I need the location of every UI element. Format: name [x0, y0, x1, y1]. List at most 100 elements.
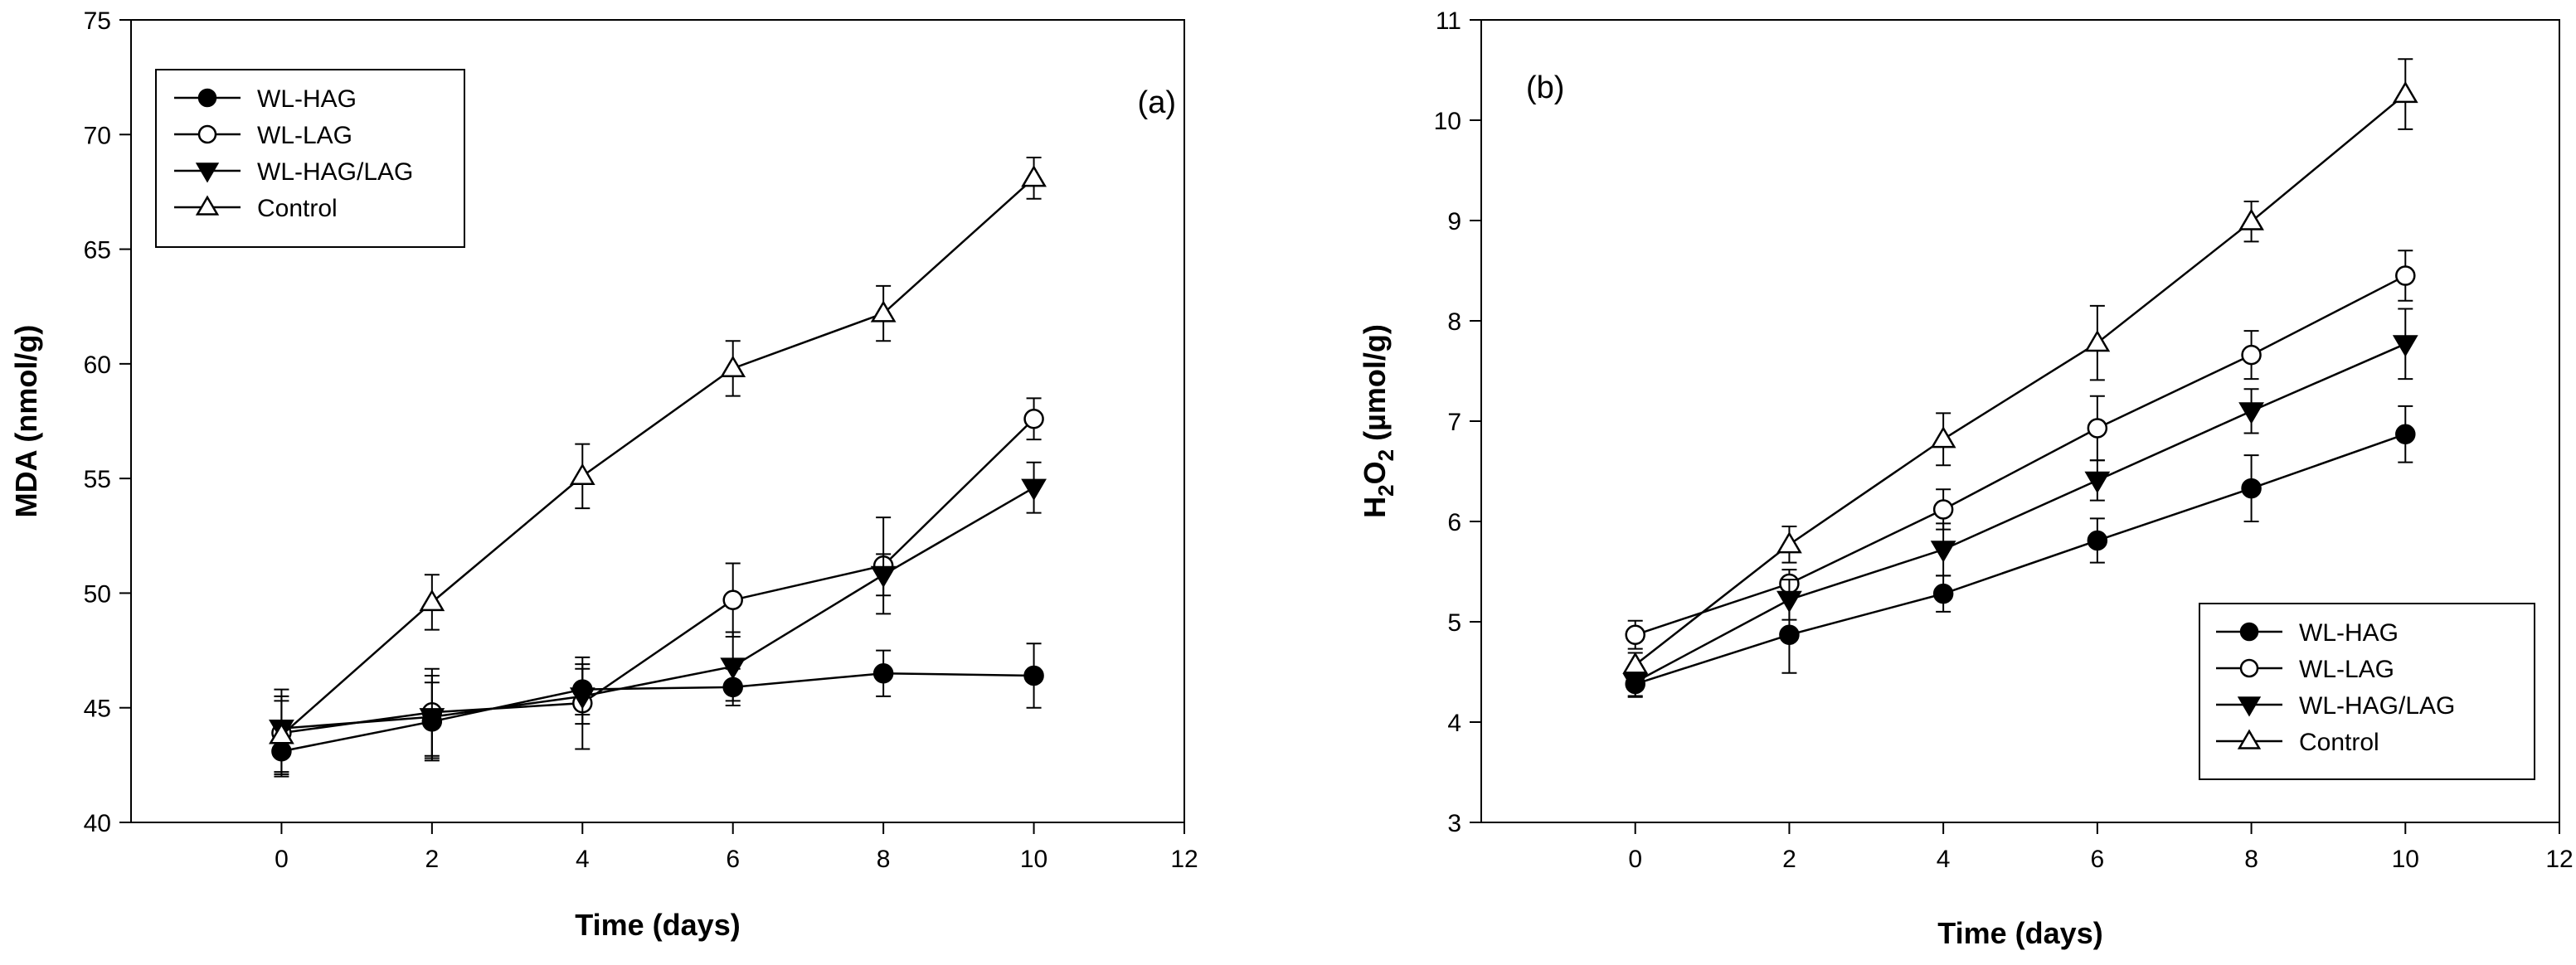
data-point — [722, 589, 743, 610]
data-point — [720, 657, 746, 680]
data-point — [2087, 530, 2108, 551]
data-point — [2395, 265, 2416, 286]
data-point — [1930, 541, 1956, 563]
panel-a-legend: WL-HAG WL-LAG WL-HAG/LAG Control — [155, 69, 465, 248]
data-point — [1023, 408, 1044, 429]
x-tick-label: 8 — [2244, 846, 2258, 873]
data-point — [569, 463, 595, 485]
data-point — [1779, 624, 1800, 645]
data-point — [2238, 208, 2264, 230]
data-point — [2241, 344, 2262, 366]
data-point — [1622, 652, 1649, 674]
data-point — [2392, 80, 2418, 104]
legend-marker — [2239, 658, 2259, 678]
data-point — [2392, 335, 2418, 357]
y-tick-label: 10 — [1434, 108, 1461, 135]
series-line — [281, 672, 1034, 753]
data-point — [720, 355, 746, 377]
y-tick-label: 6 — [1447, 509, 1461, 536]
series-wl-lag — [1625, 250, 2416, 650]
legend-label: Control — [2299, 729, 2379, 756]
series-control — [269, 156, 1047, 775]
y-tick-label: 7 — [1447, 409, 1461, 436]
panel-b-y-axis-label: H2O2 (µmol/g) — [1358, 324, 1398, 518]
data-point — [1776, 531, 1802, 554]
data-point — [1776, 590, 1802, 613]
panel-a-series — [269, 156, 1047, 778]
x-tick-label: 12 — [1170, 846, 1198, 873]
x-tick-label: 12 — [2545, 846, 2573, 873]
data-point — [872, 662, 894, 684]
data-point — [1932, 499, 1954, 520]
data-point — [870, 565, 897, 588]
panel-b-x-axis-label: Time (days) — [1937, 916, 2102, 950]
x-tick-label: 8 — [877, 846, 891, 873]
x-tick-label: 6 — [726, 846, 740, 873]
y-tick-label: 3 — [1447, 810, 1461, 837]
data-point — [2084, 471, 2111, 494]
data-point — [419, 589, 445, 612]
panel-a-label: (a) — [1138, 85, 1176, 120]
legend-marker — [195, 195, 220, 216]
series-control — [1622, 58, 2418, 678]
legend-label: WL-LAG — [2299, 656, 2394, 683]
y-tick-label: 75 — [84, 7, 111, 35]
legend-marker — [197, 88, 217, 108]
data-point — [1930, 426, 1956, 449]
data-point — [2084, 329, 2111, 352]
panel-a-plot-frame — [130, 19, 1185, 823]
data-point — [569, 687, 595, 710]
x-tick-label: 0 — [1628, 846, 1642, 873]
series-line — [281, 418, 1035, 735]
series-line — [1634, 93, 2407, 667]
panel-b-legend: WL-HAG WL-LAG WL-HAG/LAG Control — [2199, 603, 2535, 780]
legend-marker — [195, 162, 220, 183]
data-point — [2395, 424, 2416, 444]
data-point — [2087, 418, 2108, 439]
y-tick-label: 40 — [84, 810, 111, 837]
y-tick-label: 70 — [84, 122, 111, 149]
y-tick-label: 45 — [84, 696, 111, 723]
legend-marker — [2237, 729, 2262, 749]
data-point — [1932, 583, 1954, 604]
data-point — [2241, 478, 2262, 499]
legend-label: WL-LAG — [257, 122, 352, 149]
legend-label: Control — [257, 195, 338, 222]
panel-b-label: (b) — [1526, 70, 1564, 105]
series-line — [280, 177, 1035, 736]
series-line — [1635, 274, 2406, 636]
legend-marker — [197, 124, 217, 144]
panel-a-y-axis-label: MDA (nmol/g) — [9, 325, 43, 518]
y-tick-label: 9 — [1447, 208, 1461, 235]
x-tick-label: 0 — [275, 846, 289, 873]
series-wl-hag-lag — [1622, 308, 2418, 698]
legend-label: WL-HAG/LAG — [2299, 692, 2455, 720]
data-point — [870, 300, 897, 322]
series-wl-hag-lag — [269, 461, 1047, 759]
y-tick-label: 60 — [84, 352, 111, 379]
x-tick-label: 2 — [1782, 846, 1796, 873]
legend-label: WL-HAG — [257, 85, 357, 113]
x-tick-label: 10 — [2392, 846, 2419, 873]
y-tick-label: 4 — [1447, 710, 1461, 737]
y-tick-label: 55 — [84, 466, 111, 493]
data-point — [419, 708, 445, 730]
x-tick-label: 4 — [576, 846, 590, 873]
x-tick-label: 6 — [2091, 846, 2105, 873]
legend-marker — [2237, 696, 2262, 717]
data-point — [1625, 624, 1645, 645]
legend-marker — [2239, 622, 2259, 642]
data-point — [1021, 478, 1047, 501]
series-wl-hag — [271, 643, 1044, 773]
panel-b-chart: 0 2 4 6 8 10 12 3 4 5 6 7 8 9 10 11 WL-HAG WL-LAG WL-HAG/… — [1358, 7, 2574, 950]
panel-b-series — [1622, 58, 2418, 698]
panel-a-x-axis-label: Time (days) — [575, 908, 740, 942]
x-tick-label: 10 — [1020, 846, 1047, 873]
y-tick-label: 8 — [1447, 308, 1461, 336]
legend-label: WL-HAG — [2299, 619, 2399, 647]
data-point — [1023, 665, 1044, 686]
y-tick-label: 11 — [1436, 7, 1461, 35]
panel-b-ticks: 0 2 4 6 8 10 12 3 4 5 6 7 8 9 10 11 — [1434, 7, 2574, 873]
